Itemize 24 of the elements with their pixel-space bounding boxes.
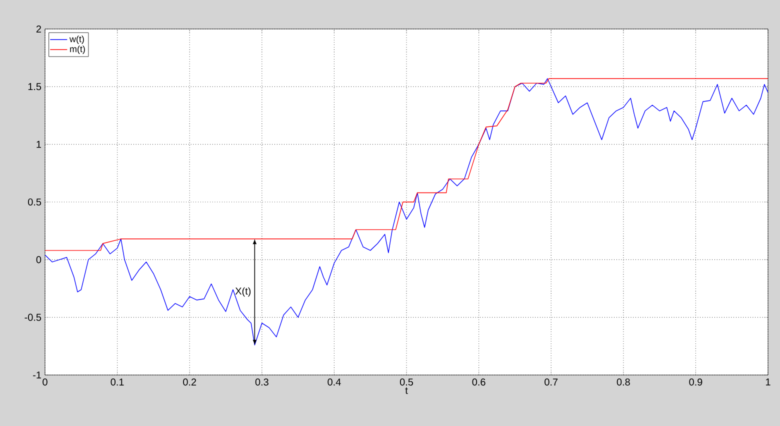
x-tick-label: 0.3: [255, 378, 268, 386]
x-tick-label: 0.5: [400, 378, 414, 386]
x-tick-label: 0.1: [110, 378, 124, 386]
annotation: X(t): [235, 287, 251, 297]
y-tick-label: 2: [36, 26, 41, 32]
x-tick-label: 0.2: [183, 378, 196, 386]
line-series: [45, 78, 768, 251]
x-tick-label: 0: [42, 378, 48, 386]
y-tick-label: -0.5: [24, 314, 42, 321]
legend-label: m(t): [70, 46, 85, 54]
x-tick-label: 0.8: [616, 378, 630, 386]
y-tick-label: 0: [36, 256, 42, 264]
x-tick-label: 0.6: [472, 378, 486, 386]
y-tick-label: 1.5: [28, 83, 42, 90]
y-tick-label: 0.5: [28, 198, 42, 206]
y-tick-label: 1: [36, 140, 42, 148]
x-tick-label: 0.4: [328, 378, 341, 386]
line-series: [45, 78, 768, 346]
y-tick-label: -1: [33, 372, 42, 378]
x-tick-label: 0.9: [689, 378, 702, 386]
x-tick-label: 0.7: [544, 378, 558, 386]
legend-label: w(t): [70, 36, 84, 44]
x-tick-label: 1: [766, 378, 770, 386]
x-axis-title: t: [405, 387, 408, 394]
